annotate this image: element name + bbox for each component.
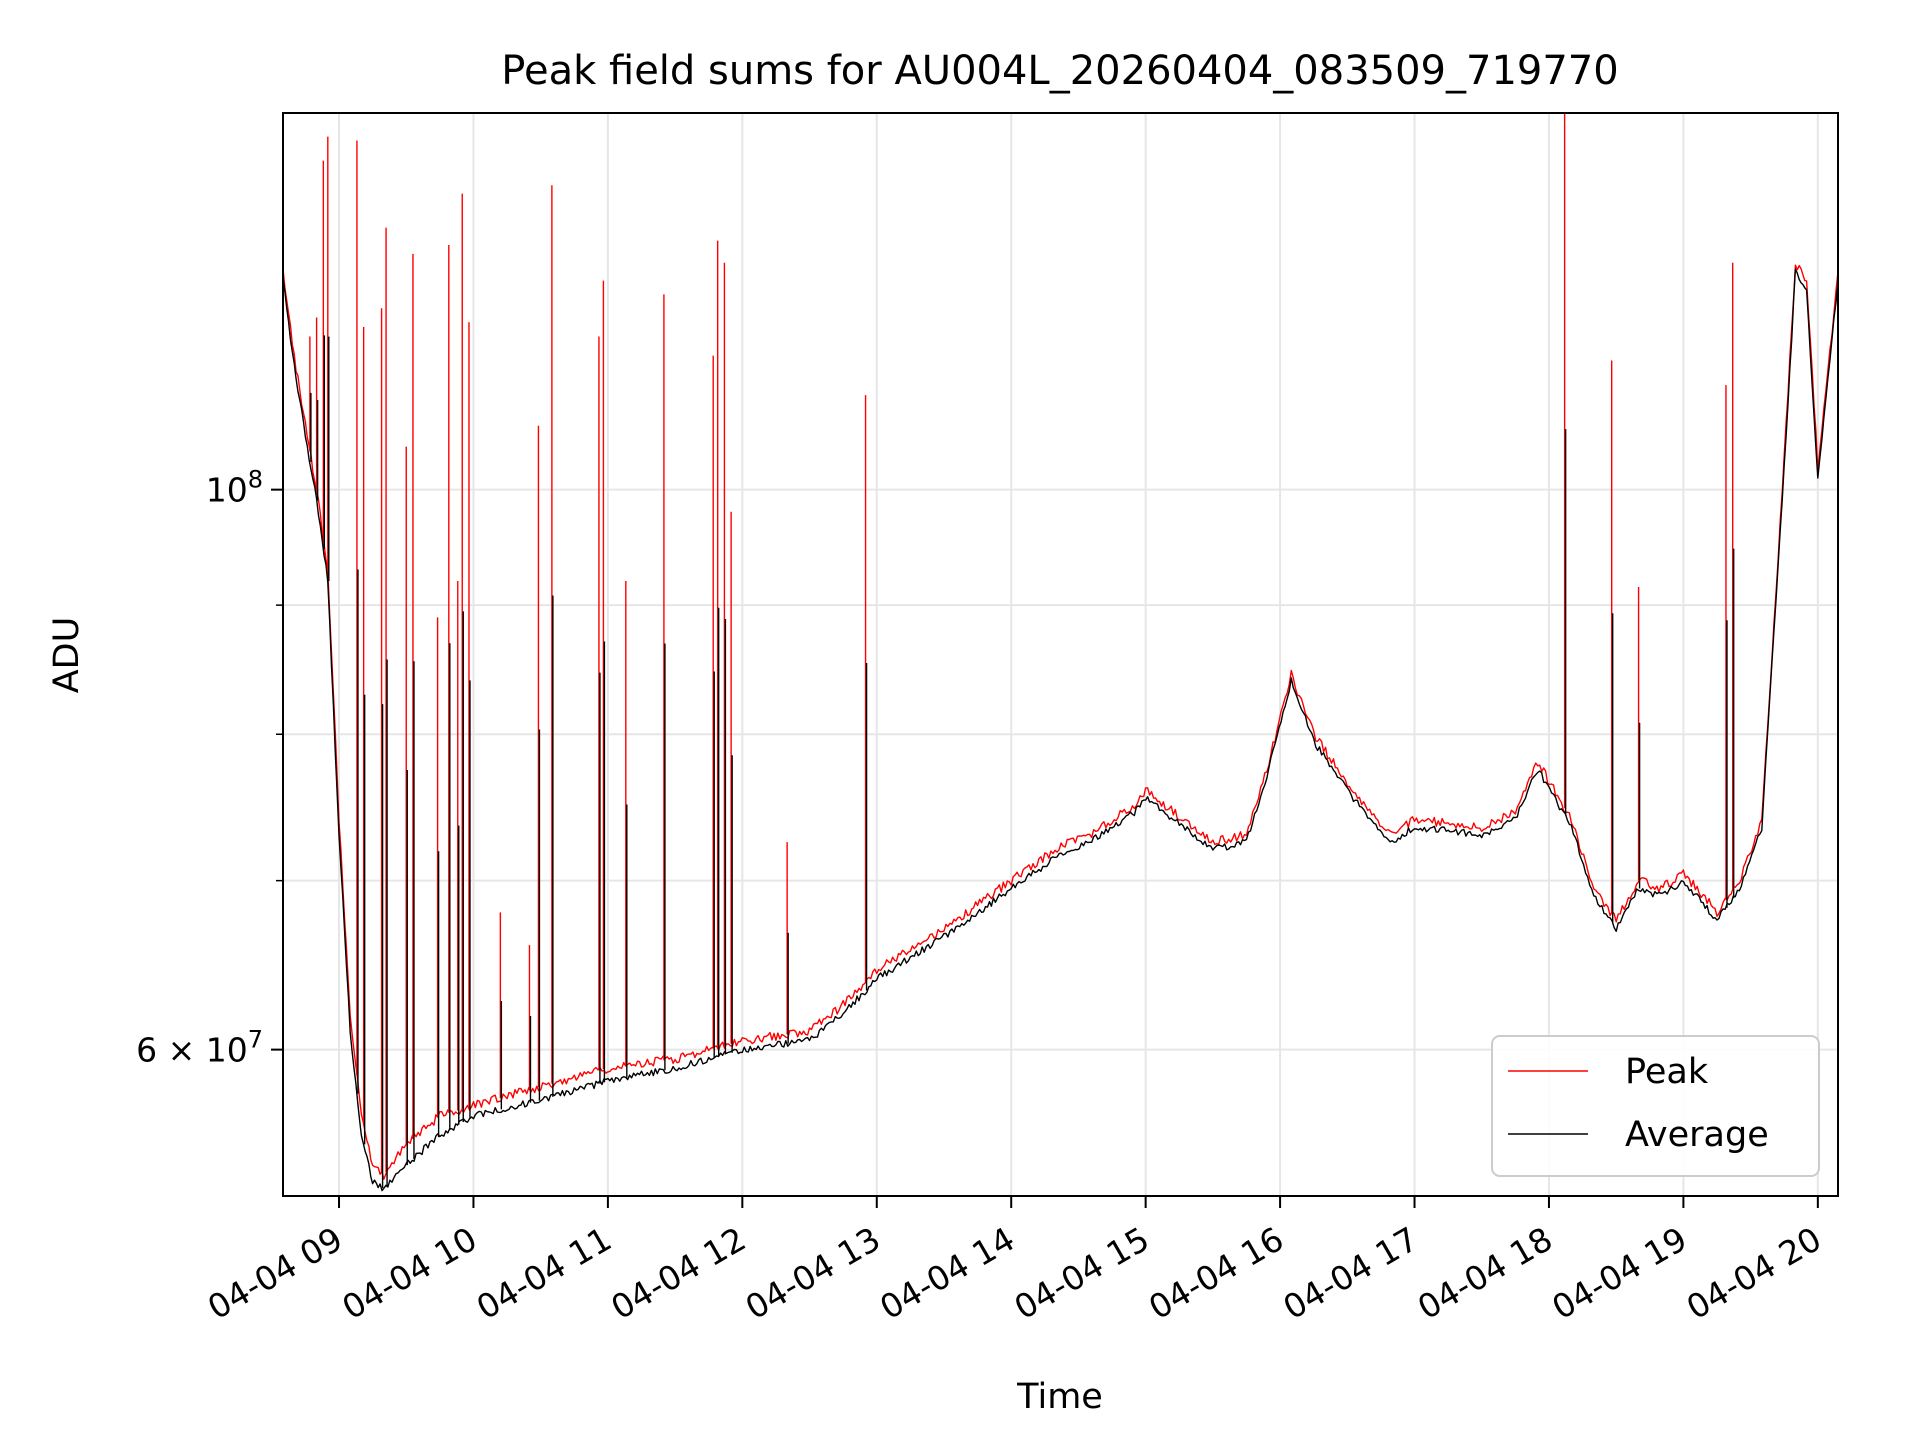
legend-label-peak: Peak bbox=[1625, 1052, 1709, 1092]
y-tick-label: 108 bbox=[206, 466, 263, 510]
y-axis: 6 × 107 108 bbox=[136, 466, 283, 1070]
series-line-average bbox=[283, 268, 1838, 1192]
y-tick-label: 6 × 107 bbox=[136, 1026, 263, 1070]
grid bbox=[283, 113, 1838, 1196]
legend: Peak Average bbox=[1491, 1035, 1820, 1177]
series-layer bbox=[283, 113, 1838, 1192]
series-line-peak bbox=[283, 264, 1838, 1180]
chart-title: Peak field sums for AU004L_20260404_0835… bbox=[501, 48, 1618, 94]
plot-frame bbox=[282, 112, 1839, 1197]
legend-label-average: Average bbox=[1625, 1115, 1769, 1155]
x-axis-label: Time bbox=[1016, 1377, 1103, 1417]
y-axis-label: ADU bbox=[47, 617, 87, 694]
